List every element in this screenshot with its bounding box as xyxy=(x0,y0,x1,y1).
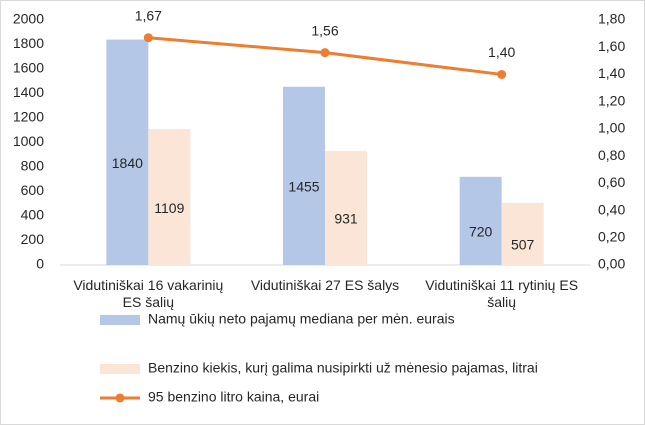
y2-tick-label: 1,20 xyxy=(598,92,625,108)
y2-tick-label: 0,40 xyxy=(598,201,625,217)
data-label: 1109 xyxy=(154,200,184,216)
legend-swatch xyxy=(100,364,140,374)
y-tick-label: 1800 xyxy=(13,35,44,51)
y2-tick-label: 1,00 xyxy=(598,120,625,136)
bar xyxy=(325,150,367,265)
y2-tick-label: 0,60 xyxy=(598,174,625,190)
data-label: 507 xyxy=(511,237,535,253)
y-tick-label: 1200 xyxy=(13,109,44,125)
bar xyxy=(148,129,191,265)
legend-swatch xyxy=(100,315,140,325)
legend-label: Namų ūkių neto pajamų mediana per mėn. e… xyxy=(148,311,455,327)
data-label: 1455 xyxy=(288,179,319,195)
y2-tick-label: 1,40 xyxy=(598,65,625,81)
marker xyxy=(497,69,507,79)
y-tick-label: 600 xyxy=(21,182,45,198)
legend-swatch xyxy=(115,393,125,403)
data-label: 1,40 xyxy=(488,44,515,60)
data-label: 1,56 xyxy=(311,22,338,38)
y2-tick-label: 1,60 xyxy=(598,38,625,54)
y2-tick-label: 0,80 xyxy=(598,147,625,163)
marker xyxy=(143,33,153,43)
data-label: 720 xyxy=(469,224,493,240)
bar xyxy=(106,39,149,265)
y2-tick-label: 1,80 xyxy=(598,11,625,27)
y-tick-label: 1600 xyxy=(13,60,44,76)
data-label: 1,67 xyxy=(135,7,162,23)
bar xyxy=(283,86,325,265)
y2-tick-label: 0,00 xyxy=(598,256,625,272)
data-label: 1840 xyxy=(112,155,143,171)
y-tick-label: 1400 xyxy=(13,84,44,100)
x-tick-label: Vidutiniškai 16 vakarinių ES šalių xyxy=(73,277,224,310)
x-tick-label: Vidutiniškai 11 rytinių ES šalių xyxy=(425,277,579,310)
y2-tick-label: 0,20 xyxy=(598,228,625,244)
bar xyxy=(459,176,502,265)
y-tick-label: 0 xyxy=(36,256,44,272)
y-tick-label: 1000 xyxy=(13,133,44,149)
y-tick-label: 2000 xyxy=(13,11,44,27)
bar xyxy=(501,202,544,265)
x-tick-label: Vidutiniškai 27 ES šalys xyxy=(250,277,400,293)
y-tick-label: 400 xyxy=(21,207,45,223)
marker xyxy=(320,48,330,58)
y-tick-label: 800 xyxy=(21,158,45,174)
legend-label: Benzino kiekis, kurį galima nusipirkti u… xyxy=(148,360,538,376)
legend-label: 95 benzino litro kaina, eurai xyxy=(148,389,319,405)
data-label: 931 xyxy=(334,211,358,227)
y-tick-label: 200 xyxy=(21,231,45,247)
